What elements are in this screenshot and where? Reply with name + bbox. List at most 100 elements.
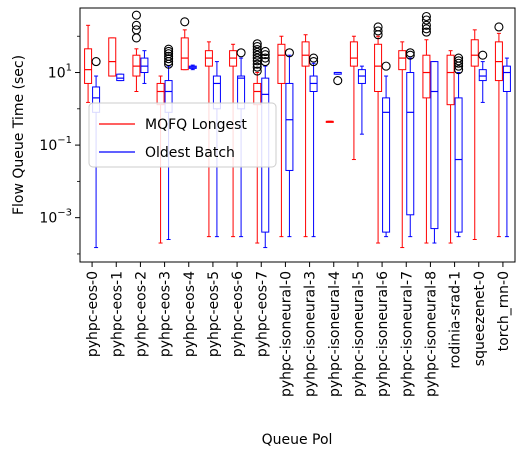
x-tick-label-pyhpc-isoneural-3: pyhpc-isoneural-3	[303, 271, 319, 397]
box-mqfq-longest-pyhpc-isoneural-7	[398, 41, 407, 249]
x-tick-label-pyhpc-isoneural-7: pyhpc-isoneural-7	[399, 271, 415, 397]
outlier-point	[309, 57, 319, 67]
legend-label-mqfq-longest: MQFQ Longest	[145, 117, 247, 133]
x-axis: pyhpc-eos-0 pyhpc-eos-1 pyhpc-eos-2 pyhpc-e…	[85, 262, 512, 397]
x-tick-label-pyhpc-isoneural-0: pyhpc-isoneural-0	[278, 271, 294, 397]
outlier-point	[421, 20, 431, 30]
y-axis: 10−3 10−1 101	[39, 35, 80, 255]
outlier-point	[373, 26, 383, 36]
outlier-point	[494, 22, 504, 32]
x-axis-title: Queue Pol	[262, 432, 333, 448]
box-mqfq-longest-pyhpc-eos-0	[84, 24, 93, 103]
outlier-point	[164, 51, 174, 61]
box-body	[301, 41, 310, 67]
x-tick-label-rodinia-srad-1: rodinia-srad-1	[448, 271, 464, 369]
x-tick-label-pyhpc-isoneural-5: pyhpc-isoneural-5	[351, 271, 367, 397]
box-body	[349, 41, 358, 67]
outlier-point	[421, 24, 431, 34]
box-oldest-batch-pyhpc-isoneural-4	[333, 71, 343, 86]
legend-frame	[88, 102, 277, 168]
x-tick-label-pyhpc-eos-4: pyhpc-eos-4	[182, 271, 198, 357]
box-body	[253, 82, 262, 106]
plot-frame	[79, 7, 516, 263]
box-body	[382, 97, 391, 233]
legend: MQFQ Longest Oldest Batch	[88, 102, 277, 168]
box-body	[285, 82, 294, 171]
box-body	[406, 72, 415, 216]
outlier-point	[131, 20, 141, 30]
x-tick-label-pyhpc-eos-3: pyhpc-eos-3	[158, 271, 174, 357]
outlier-point	[252, 59, 262, 69]
box-oldest-batch-squeezenet-0	[478, 50, 488, 103]
plot-area	[84, 10, 511, 249]
box-mqfq-longest-pyhpc-isoneural-8	[421, 11, 431, 244]
outlier-point	[260, 50, 270, 60]
outlier-point	[236, 48, 246, 58]
outlier-point	[454, 56, 464, 66]
box-body	[108, 37, 117, 77]
outlier-point	[381, 61, 391, 71]
legend-label-oldest-batch: Oldest Batch	[145, 145, 235, 161]
outlier-point	[421, 27, 431, 37]
outlier-point	[164, 49, 174, 59]
outlier-point	[180, 17, 190, 27]
box-oldest-batch-torch-rnn-0	[502, 57, 511, 238]
box-body	[277, 43, 286, 84]
outlier-point	[131, 10, 141, 20]
x-tick-label-squeezenet-0: squeezenet-0	[472, 271, 488, 366]
outlier-point	[260, 46, 270, 57]
outlier-point	[421, 15, 431, 25]
outlier-point	[252, 66, 262, 76]
outlier-point	[405, 48, 415, 58]
box-oldest-batch-pyhpc-eos-1	[116, 73, 125, 82]
outlier-point	[164, 44, 174, 54]
box-oldest-batch-pyhpc-isoneural-5	[357, 65, 366, 135]
outlier-point	[373, 22, 383, 32]
outlier-point	[333, 76, 343, 86]
box-oldest-batch-pyhpc-eos-2	[140, 50, 149, 84]
outlier-point	[91, 57, 101, 67]
box-body	[502, 65, 511, 92]
box-body	[156, 82, 165, 106]
outlier-point	[454, 65, 464, 75]
x-tick-label-pyhpc-isoneural-6: pyhpc-isoneural-6	[375, 271, 391, 397]
box-mqfq-longest-pyhpc-isoneural-5	[349, 35, 358, 161]
outlier-point	[252, 41, 262, 52]
outlier-point	[405, 50, 415, 60]
outlier-point	[260, 53, 270, 63]
box-mqfq-longest-pyhpc-isoneural-6	[373, 22, 383, 244]
box-body	[398, 50, 407, 71]
box-oldest-batch-pyhpc-isoneural-3	[309, 53, 319, 238]
outlier-point	[454, 53, 464, 63]
y-axis-title: Flow Queue Time (sec)	[11, 55, 27, 215]
x-tick-label-torch-rnn-0: torch_rnn-0	[496, 271, 512, 351]
box-body	[430, 61, 439, 230]
outlier-point	[284, 48, 294, 58]
box-mqfq-longest-pyhpc-eos-2	[131, 10, 141, 92]
box-oldest-batch-pyhpc-isoneural-6	[381, 61, 391, 238]
box-mqfq-longest-squeezenet-0	[470, 29, 479, 241]
x-tick-label-pyhpc-eos-0: pyhpc-eos-0	[85, 271, 101, 357]
outlier-point	[478, 50, 488, 60]
outlier-point	[131, 25, 141, 35]
box-body	[140, 57, 149, 74]
box-body	[454, 97, 463, 233]
box-body	[422, 54, 431, 99]
box-mqfq-longest-pyhpc-isoneural-0	[277, 35, 286, 238]
box-oldest-batch-pyhpc-isoneural-0	[284, 48, 294, 238]
x-tick-label-pyhpc-isoneural-4: pyhpc-isoneural-4	[327, 271, 343, 397]
outlier-point	[164, 54, 174, 64]
outlier-point	[309, 53, 319, 63]
box-oldest-batch-pyhpc-isoneural-8	[430, 61, 439, 244]
x-tick-label-pyhpc-eos-7: pyhpc-eos-7	[254, 271, 270, 357]
box-body	[180, 37, 189, 71]
y-tick-label: 10−3	[39, 208, 72, 227]
x-tick-label-pyhpc-eos-6: pyhpc-eos-6	[230, 271, 246, 357]
outlier-point	[454, 58, 464, 68]
box-mqfq-longest-torch-rnn-0	[494, 22, 504, 238]
box-oldest-batch-pyhpc-eos-4	[188, 64, 197, 71]
outlier-point	[260, 57, 270, 67]
x-tick-label-pyhpc-eos-1: pyhpc-eos-1	[109, 271, 125, 357]
box-body	[116, 73, 125, 82]
outlier-point	[164, 46, 174, 57]
